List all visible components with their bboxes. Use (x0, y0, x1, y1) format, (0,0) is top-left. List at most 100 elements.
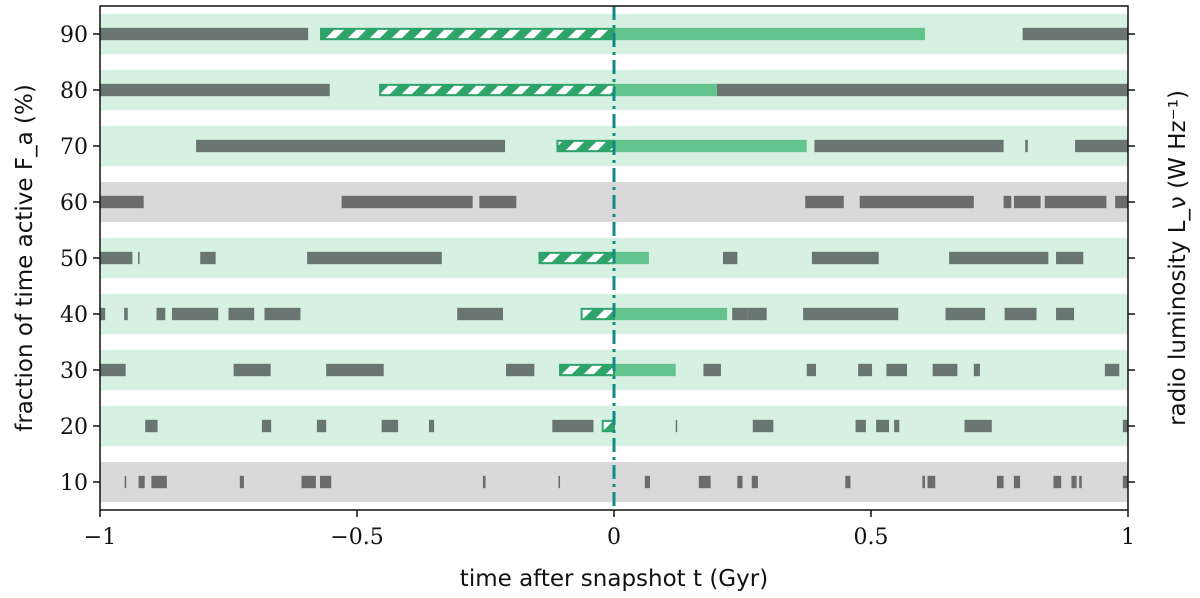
segment-50-2 (200, 251, 216, 265)
y-tick-label-1: 20 (60, 415, 88, 440)
x-axis-title: time after snapshot t (Gyr) (460, 566, 768, 592)
segment-10-2 (151, 475, 167, 489)
segment-20-11 (964, 419, 992, 433)
segment-20-9 (876, 419, 889, 433)
segment-40-1 (124, 307, 128, 321)
plot-area (100, 6, 1128, 510)
segment-50-6 (949, 251, 1049, 265)
hatched-bar-40 (580, 307, 615, 321)
segment-20-5 (552, 419, 594, 433)
segment-40-6 (457, 307, 503, 321)
segment-60-2 (479, 195, 517, 209)
segment-90-0 (100, 27, 309, 41)
segment-30-0 (100, 363, 126, 377)
segment-10-1 (138, 475, 145, 489)
segment-40-10 (945, 307, 986, 321)
segment-40-2 (156, 307, 166, 321)
segment-70-2 (1025, 139, 1028, 153)
y-tick-label-0: 10 (60, 471, 88, 496)
segment-30-10 (1104, 363, 1120, 377)
segment-10-16 (1013, 475, 1021, 489)
hatched-bar-20 (601, 419, 616, 433)
active-after-30 (614, 363, 676, 377)
segment-40-4 (228, 307, 255, 321)
segment-20-0 (145, 419, 158, 433)
segment-20-12 (1122, 419, 1128, 433)
y-tick-label-5: 60 (60, 191, 88, 216)
y-tick-label-4: 50 (60, 247, 88, 272)
segment-40-8 (747, 307, 767, 321)
active-after-70 (614, 139, 807, 153)
segment-10-0 (124, 475, 127, 489)
segment-70-0 (196, 139, 506, 153)
segment-70-1 (814, 139, 1004, 153)
segment-30-1 (233, 363, 271, 377)
segment-60-7 (1044, 195, 1107, 209)
segment-10-8 (644, 475, 650, 489)
x-tick-label-0: −1 (84, 525, 116, 550)
segment-60-8 (1115, 195, 1128, 209)
segment-60-4 (859, 195, 974, 209)
segment-10-3 (239, 475, 244, 489)
segment-20-7 (752, 419, 774, 433)
segment-50-5 (811, 251, 879, 265)
active-after-80 (614, 83, 717, 97)
segment-10-6 (482, 475, 486, 489)
segment-30-3 (506, 363, 535, 377)
segment-70-3 (1075, 139, 1128, 153)
segment-50-4 (722, 251, 738, 265)
segment-30-6 (858, 363, 873, 377)
segment-60-5 (1003, 195, 1012, 209)
segment-30-4 (703, 363, 721, 377)
active-after-40 (614, 307, 728, 321)
segment-50-0 (100, 251, 133, 265)
segment-10-5 (319, 475, 332, 489)
segment-50-3 (307, 251, 442, 265)
segment-10-9 (698, 475, 711, 489)
segment-30-8 (932, 363, 958, 377)
segment-10-4 (301, 475, 316, 489)
segment-20-2 (316, 419, 327, 433)
segment-20-6 (675, 419, 678, 433)
segment-10-10 (737, 475, 743, 489)
x-tick-label-4: 1 (1121, 525, 1135, 550)
y-tick-label-3: 40 (60, 303, 88, 328)
y-axis-title: fraction of time active F_a (%) (12, 84, 38, 432)
hatched-bar-90 (320, 27, 615, 41)
segment-60-3 (805, 195, 844, 209)
hatched-bar-70 (556, 139, 616, 153)
segment-60-0 (100, 195, 144, 209)
x-tick-label-2: 0 (607, 525, 621, 550)
segment-60-1 (341, 195, 473, 209)
segment-30-5 (806, 363, 817, 377)
segment-40-5 (264, 307, 301, 321)
segment-40-9 (803, 307, 899, 321)
y-axis-title-right: radio luminosity L_ν (W Hz⁻¹) (1165, 90, 1191, 426)
y-tick-label-8: 90 (60, 23, 88, 48)
segment-40-12 (1056, 307, 1075, 321)
segment-10-14 (927, 475, 936, 489)
segment-20-4 (428, 419, 435, 433)
hatched-bar-30 (559, 363, 616, 377)
y-tick-label-7: 80 (60, 79, 88, 104)
segment-10-19 (1079, 475, 1082, 489)
segment-30-7 (886, 363, 907, 377)
segment-20-1 (261, 419, 272, 433)
segment-20-8 (855, 419, 866, 433)
segment-10-11 (751, 475, 758, 489)
y-tick-label-6: 70 (60, 135, 88, 160)
segment-10-17 (1053, 475, 1062, 489)
segment-40-3 (171, 307, 219, 321)
segment-10-20 (1122, 475, 1128, 489)
active-after-50 (614, 251, 649, 265)
segment-30-9 (973, 363, 980, 377)
hatched-bar-50 (538, 251, 615, 265)
segment-40-7 (732, 307, 748, 321)
segment-80-1 (716, 83, 1128, 97)
segment-10-13 (922, 475, 925, 489)
active-after-90 (614, 27, 925, 41)
segment-50-7 (1056, 251, 1084, 265)
hatched-bar-80 (379, 83, 615, 97)
segment-50-1 (138, 251, 140, 265)
